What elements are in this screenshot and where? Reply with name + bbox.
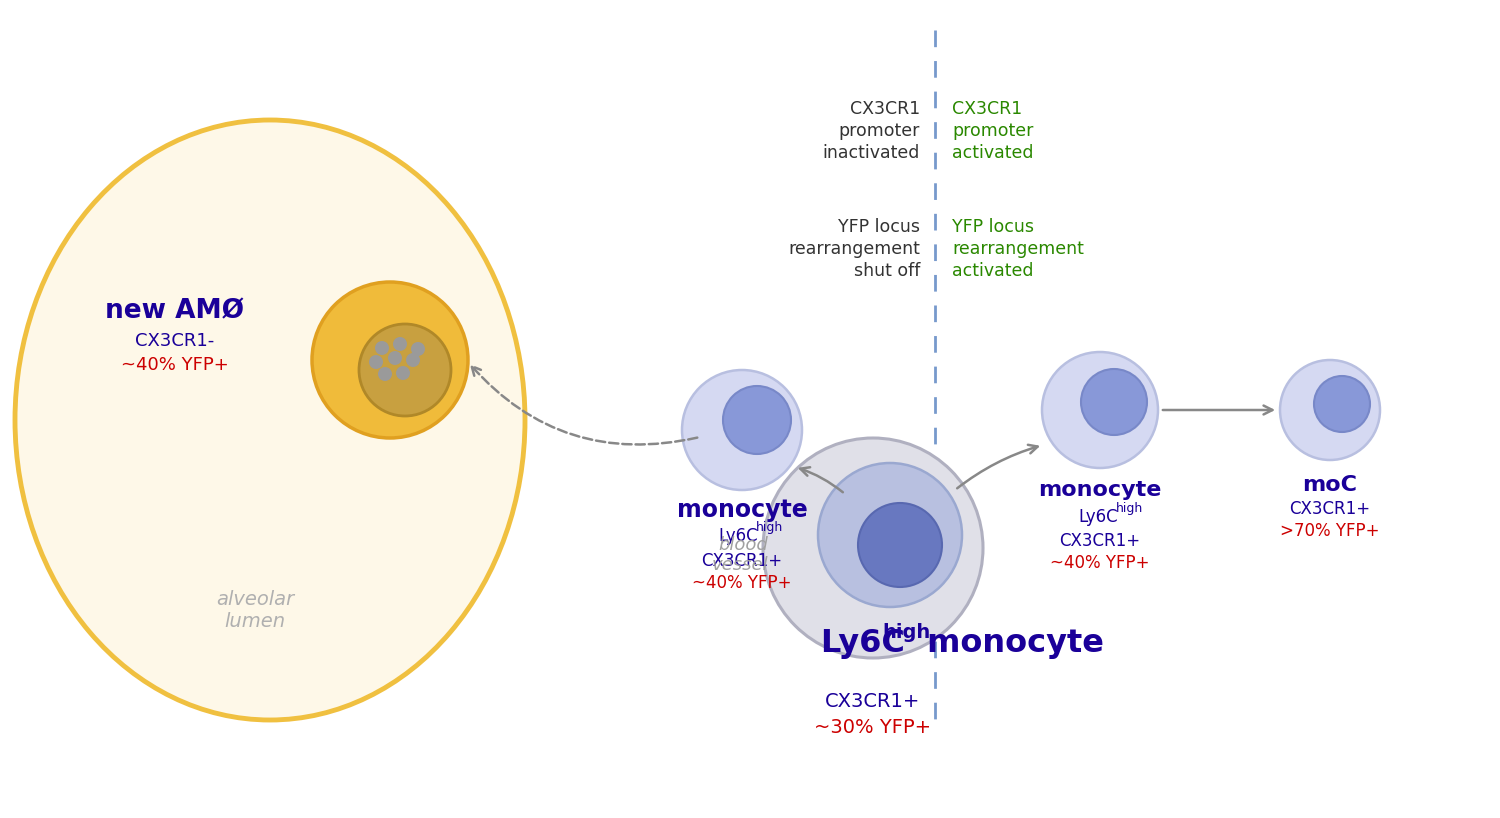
Text: Ly6C: Ly6C — [1078, 508, 1118, 526]
Text: activated: activated — [952, 144, 1034, 162]
Text: CX3CR1+: CX3CR1+ — [1059, 532, 1140, 550]
Ellipse shape — [1314, 376, 1370, 432]
Text: YFP locus: YFP locus — [952, 218, 1034, 236]
Text: CX3CR1+: CX3CR1+ — [825, 692, 921, 711]
Text: rearrangement: rearrangement — [952, 240, 1084, 258]
Text: CX3CR1: CX3CR1 — [952, 100, 1023, 118]
Text: monocyte: monocyte — [1038, 480, 1161, 500]
Ellipse shape — [764, 438, 982, 658]
Text: new AMØ: new AMØ — [105, 298, 244, 324]
Ellipse shape — [411, 342, 424, 356]
Text: YFP locus: YFP locus — [839, 218, 920, 236]
Text: promoter: promoter — [839, 122, 920, 140]
Text: ~40% YFP+: ~40% YFP+ — [692, 574, 792, 592]
Text: CX3CR1-: CX3CR1- — [135, 332, 214, 350]
Text: high: high — [756, 521, 783, 534]
Ellipse shape — [858, 503, 942, 587]
Text: CX3CR1+: CX3CR1+ — [1290, 500, 1371, 518]
Text: monocyte: monocyte — [916, 628, 1104, 659]
Ellipse shape — [388, 351, 402, 365]
Ellipse shape — [393, 337, 406, 351]
Ellipse shape — [378, 367, 392, 381]
Text: ~40% YFP+: ~40% YFP+ — [1050, 554, 1149, 572]
Text: moC: moC — [1302, 475, 1358, 495]
Text: monocyte: monocyte — [676, 498, 807, 522]
Ellipse shape — [1082, 369, 1148, 435]
Text: Ly6C: Ly6C — [718, 527, 758, 545]
Ellipse shape — [312, 282, 468, 438]
Ellipse shape — [1280, 360, 1380, 460]
Text: promoter: promoter — [952, 122, 1034, 140]
Text: high: high — [1116, 502, 1143, 515]
Text: >70% YFP+: >70% YFP+ — [1280, 522, 1380, 540]
Ellipse shape — [1042, 352, 1158, 468]
Ellipse shape — [818, 463, 962, 607]
Text: alveolar
lumen: alveolar lumen — [216, 590, 294, 631]
Ellipse shape — [406, 353, 420, 367]
Text: CX3CR1: CX3CR1 — [849, 100, 920, 118]
Ellipse shape — [358, 324, 452, 416]
Text: ~30% YFP+: ~30% YFP+ — [815, 718, 932, 737]
Ellipse shape — [396, 366, 410, 380]
Ellipse shape — [375, 341, 388, 355]
Ellipse shape — [682, 370, 802, 490]
Text: Ly6C: Ly6C — [821, 628, 904, 659]
Ellipse shape — [15, 120, 525, 720]
Text: rearrangement: rearrangement — [788, 240, 920, 258]
Text: CX3CR1+: CX3CR1+ — [702, 552, 783, 570]
Text: shut off: shut off — [853, 262, 920, 280]
Ellipse shape — [723, 386, 790, 454]
Text: ~40% YFP+: ~40% YFP+ — [122, 356, 230, 374]
Text: inactivated: inactivated — [822, 144, 920, 162]
Ellipse shape — [369, 355, 382, 369]
Text: blood
vessel: blood vessel — [711, 536, 768, 574]
Text: high: high — [882, 623, 930, 642]
Text: activated: activated — [952, 262, 1034, 280]
